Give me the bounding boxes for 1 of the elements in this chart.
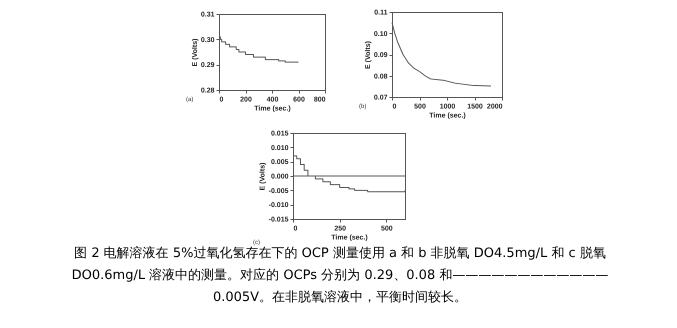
caption: 图 2 电解溶液在 5%过氧化氢存在下的 OCP 测量使用 a 和 b 非脱氧 DO4.5mg/L 和 c 脱氧 DO0.6mg/L 溶液中的测量。对应的 OCPs 分别为 0.29、0.08 和————————————0.005V。在非脱氧溶液中，平衡时间较长。	[70, 246, 610, 307]
